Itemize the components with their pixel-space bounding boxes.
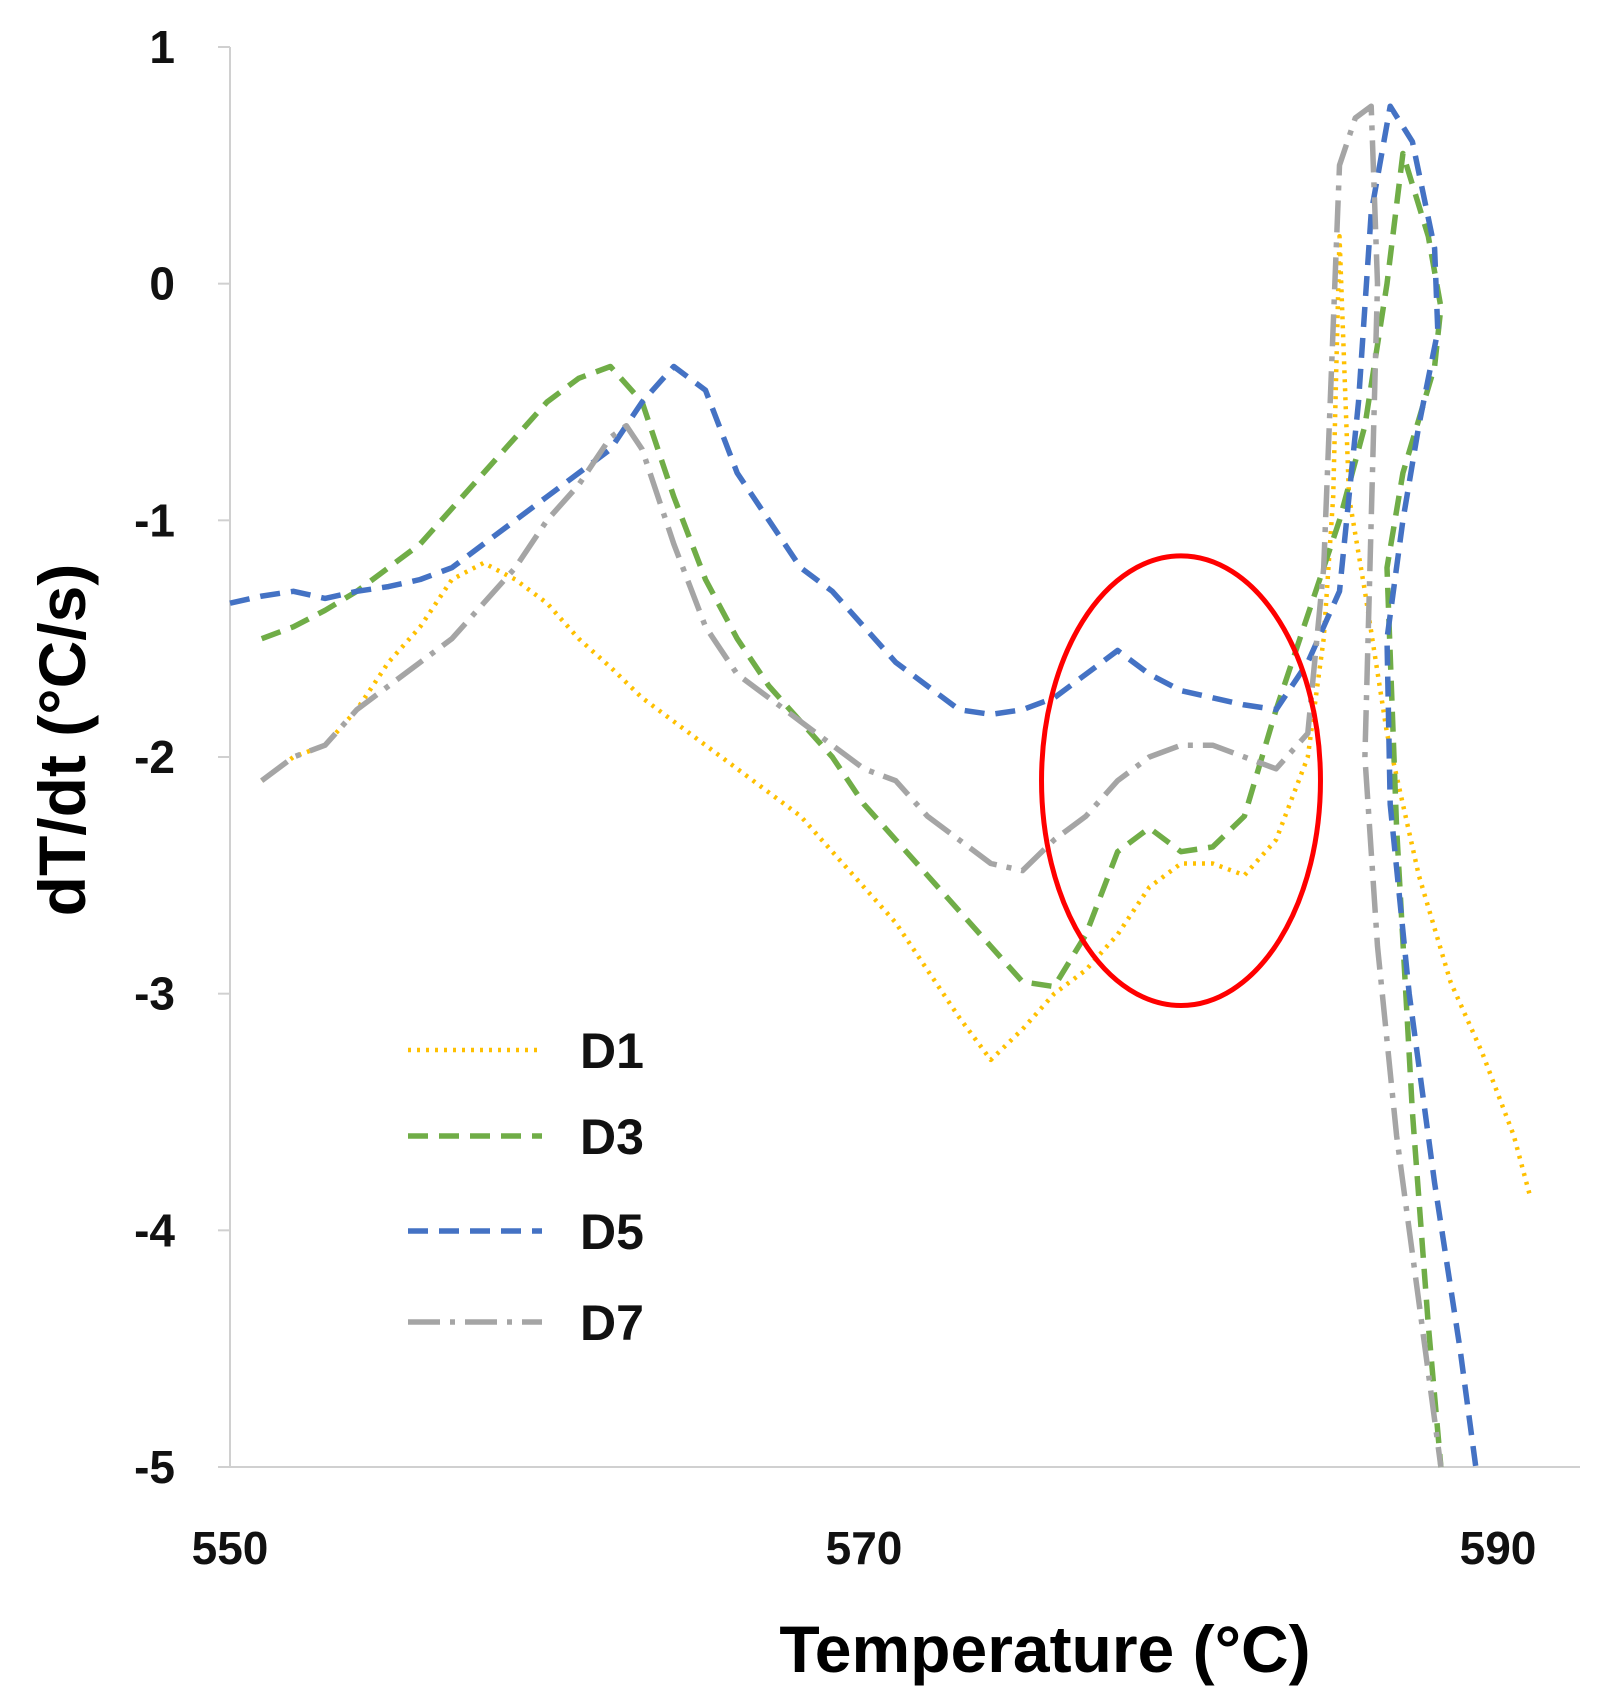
x-tick-label: 590 bbox=[1460, 1522, 1537, 1574]
series-lines bbox=[229, 103, 1532, 1468]
y-tick-label: -4 bbox=[134, 1204, 175, 1256]
x-tick-label: 570 bbox=[826, 1522, 903, 1574]
y-tick-label: -5 bbox=[134, 1441, 175, 1493]
highlight-ellipse bbox=[1039, 553, 1323, 1009]
x-tick-label: 550 bbox=[192, 1522, 269, 1574]
y-tick-label: 0 bbox=[149, 258, 175, 310]
series-line-d5 bbox=[229, 103, 1479, 1468]
legend-label-d7: D7 bbox=[580, 1295, 644, 1351]
series-line-d7 bbox=[260, 103, 1444, 1468]
legend: D1 D3 D5 D7 bbox=[408, 1023, 644, 1351]
y-tick-label: 1 bbox=[149, 21, 175, 73]
series-line-d1 bbox=[260, 234, 1532, 1196]
x-tick-labels: 550 570 590 bbox=[192, 1522, 1537, 1574]
y-tick-label: -1 bbox=[134, 494, 175, 546]
y-tick-label: -3 bbox=[134, 968, 175, 1020]
y-tick-labels: 1 0 -1 -2 -3 -4 -5 bbox=[134, 21, 230, 1493]
y-tick-label: -2 bbox=[134, 731, 175, 783]
x-axis-title: Temperature (°C) bbox=[779, 1612, 1310, 1686]
y-axis-title: dT/dt (°C/s) bbox=[25, 564, 99, 917]
legend-label-d1: D1 bbox=[580, 1023, 644, 1079]
legend-label-d3: D3 bbox=[580, 1109, 644, 1165]
legend-label-d5: D5 bbox=[580, 1204, 644, 1260]
series-line-d3 bbox=[260, 150, 1444, 1468]
